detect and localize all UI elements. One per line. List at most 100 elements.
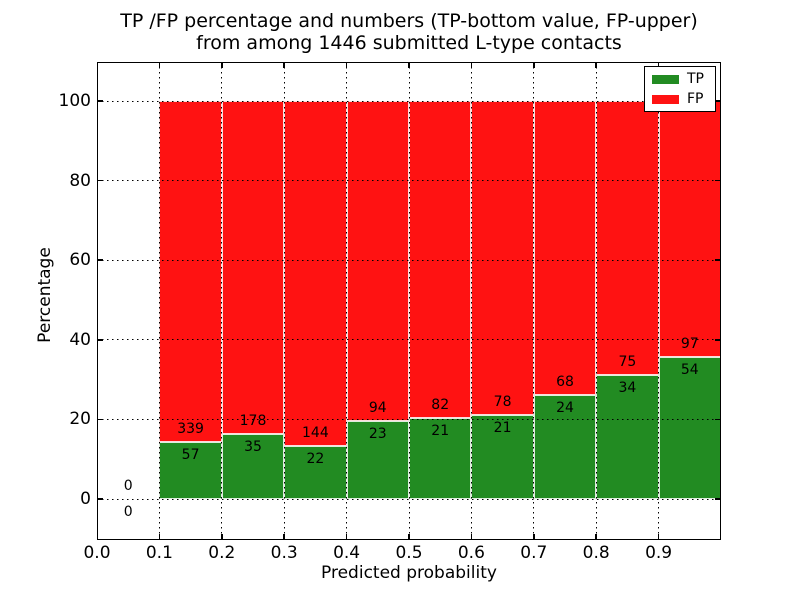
gridline-y-80 bbox=[97, 180, 721, 182]
bar-label-tp-0.3-0.4: 22 bbox=[306, 451, 325, 468]
bar-label-fp-0.3-0.4: 144 bbox=[302, 425, 329, 442]
bar-fp-0.2-0.3 bbox=[221, 101, 285, 434]
y-tick-label-60: 60 bbox=[69, 250, 91, 271]
x-tick-bottom-0.8 bbox=[595, 534, 597, 540]
bar-tp-0.9-1 bbox=[658, 356, 721, 499]
legend-item-fp: FP bbox=[652, 91, 715, 108]
x-tick-top-0.9 bbox=[657, 62, 660, 68]
x-tick-label-0.9: 0.9 bbox=[645, 543, 673, 563]
x-tick-top-0.2 bbox=[221, 62, 223, 68]
bar-label-tp-0.2-0.3: 35 bbox=[244, 438, 262, 455]
gridline-y-0 bbox=[97, 498, 721, 500]
bar-label-fp-0.9-1: 97 bbox=[680, 335, 699, 352]
y-tick-label-80: 80 bbox=[69, 170, 91, 191]
bar-label-fp-0.4-0.5: 94 bbox=[368, 399, 387, 416]
bar-tp-0.5-0.6 bbox=[409, 417, 472, 499]
x-tick-bottom-0.3 bbox=[283, 534, 285, 540]
gridline-x-0.3 bbox=[283, 62, 285, 540]
legend-item-tp: TP bbox=[652, 71, 715, 88]
y-tick-label-40: 40 bbox=[69, 329, 91, 350]
tp-legend-swatch-icon bbox=[652, 74, 679, 84]
bar-label-tp-0.7-0.8: 24 bbox=[556, 400, 574, 417]
bar-label-fp-0-0.1: 0 bbox=[123, 478, 133, 494]
gridline-x-0.9 bbox=[658, 62, 660, 540]
bar-label-fp-0.5-0.6: 82 bbox=[431, 396, 450, 413]
x-tick-bottom-0.2 bbox=[221, 534, 223, 540]
gridline-x-0.6 bbox=[470, 62, 472, 540]
x-tick-label-0.0: 0.0 bbox=[83, 543, 111, 563]
chart-title-line1: TP /FP percentage and numbers (TP-bottom… bbox=[120, 10, 698, 32]
x-tick-label-0.6: 0.6 bbox=[457, 543, 485, 563]
x-tick-top-0.7 bbox=[533, 62, 535, 68]
x-tick-top-0.5 bbox=[408, 62, 410, 68]
gridline-x-0.4 bbox=[346, 62, 348, 540]
bar-label-fp-0.1-0.2: 339 bbox=[177, 420, 204, 437]
bar-fp-0.5-0.6 bbox=[409, 101, 472, 418]
x-tick-top-0.3 bbox=[283, 62, 285, 68]
x-tick-bottom-0.7 bbox=[533, 534, 535, 540]
bar-label-fp-0.2-0.3: 178 bbox=[239, 412, 267, 429]
x-tick-top-0.8 bbox=[595, 62, 597, 68]
bar-tp-0.2-0.3 bbox=[221, 433, 285, 499]
tp-legend-label: TP bbox=[687, 71, 704, 87]
gridline-y-20 bbox=[97, 418, 721, 420]
x-axis-label: Predicted probability bbox=[321, 563, 497, 583]
legend: TP FP bbox=[644, 66, 716, 112]
bar-label-tp-0.5-0.6: 21 bbox=[431, 422, 450, 439]
y-axis-label: Percentage bbox=[35, 247, 55, 343]
bar-tp-0.4-0.5 bbox=[346, 420, 409, 499]
x-tick-top-0.6 bbox=[470, 62, 473, 68]
bar-tp-0.3-0.4 bbox=[284, 446, 347, 499]
fp-legend-label: FP bbox=[687, 91, 704, 107]
bar-fp-0.6-0.7 bbox=[471, 101, 534, 415]
bar-fp-0.4-0.5 bbox=[346, 101, 409, 421]
bar-fp-0.9-1 bbox=[658, 101, 721, 357]
x-tick-label-0.2: 0.2 bbox=[208, 543, 236, 563]
bar-label-tp-0.9-1: 54 bbox=[680, 361, 699, 378]
fp-legend-swatch-icon bbox=[652, 94, 679, 104]
bar-label-fp-0.7-0.8: 68 bbox=[556, 374, 574, 391]
bar-tp-0.8-0.9 bbox=[596, 374, 659, 499]
y-tick-label-0: 0 bbox=[80, 489, 91, 509]
x-tick-top-0.1 bbox=[158, 62, 161, 68]
y-tick-label-100: 100 bbox=[58, 91, 91, 111]
bar-tp-0.6-0.7 bbox=[471, 414, 534, 499]
y-tick-left-20 bbox=[97, 418, 103, 421]
bar-label-tp-0-0.1: 0 bbox=[123, 504, 133, 520]
x-tick-label-0.3: 0.3 bbox=[270, 543, 298, 563]
y-tick-right-80 bbox=[715, 179, 721, 182]
bar-label-tp-0.8-0.9: 34 bbox=[618, 379, 637, 396]
y-tick-right-40 bbox=[715, 339, 721, 341]
gridline-x-0.2 bbox=[221, 62, 223, 540]
y-tick-right-60 bbox=[715, 259, 721, 261]
y-tick-right-20 bbox=[715, 418, 721, 421]
gridline-y-100 bbox=[97, 100, 721, 102]
y-tick-left-40 bbox=[97, 339, 103, 341]
gridline-x-0.7 bbox=[533, 62, 535, 540]
gridline-y-40 bbox=[97, 339, 721, 341]
gridline-y-60 bbox=[97, 259, 721, 261]
x-tick-label-0.4: 0.4 bbox=[333, 543, 361, 563]
y-tick-left-60 bbox=[97, 259, 103, 261]
x-tick-bottom-0.6 bbox=[470, 534, 473, 540]
x-tick-bottom-0.9 bbox=[657, 534, 660, 540]
x-tick-bottom-0.5 bbox=[408, 534, 410, 540]
x-tick-label-0.5: 0.5 bbox=[395, 543, 423, 563]
bar-label-tp-0.1-0.2: 57 bbox=[181, 446, 200, 463]
chart-title: TP /FP percentage and numbers (TP-bottom… bbox=[97, 10, 721, 54]
bar-label-tp-0.4-0.5: 23 bbox=[368, 425, 387, 442]
x-tick-label-0.1: 0.1 bbox=[145, 543, 173, 563]
bar-fp-0.1-0.2 bbox=[159, 101, 222, 442]
x-tick-label-0.7: 0.7 bbox=[520, 543, 548, 563]
bar-label-fp-0.8-0.9: 75 bbox=[618, 353, 637, 370]
y-tick-label-20: 20 bbox=[69, 409, 91, 430]
bar-fp-0.7-0.8 bbox=[533, 101, 597, 396]
y-tick-right-0 bbox=[715, 498, 721, 500]
gridline-x-0.5 bbox=[408, 62, 410, 540]
bar-label-fp-0.6-0.7: 78 bbox=[493, 393, 512, 410]
y-tick-left-100 bbox=[97, 100, 103, 102]
x-tick-bottom-0.4 bbox=[345, 534, 348, 540]
bar-tp-0.7-0.8 bbox=[533, 395, 597, 499]
gridline-x-0.1 bbox=[158, 62, 160, 540]
